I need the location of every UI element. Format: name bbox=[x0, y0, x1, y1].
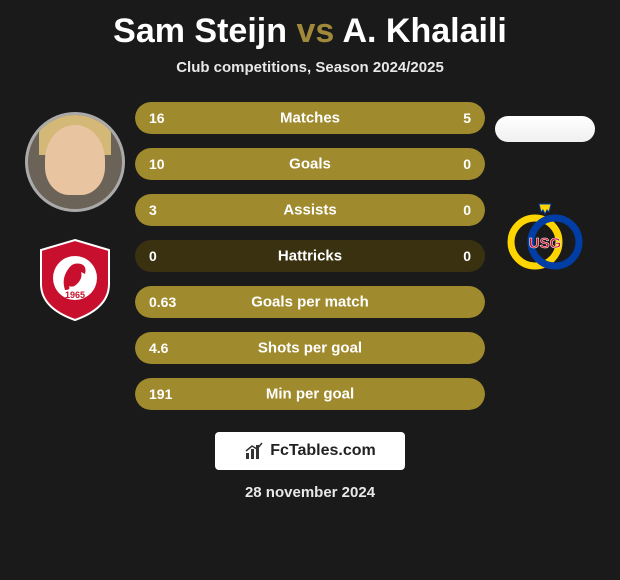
stat-value-right: 0 bbox=[463, 248, 471, 264]
stat-value-right: 0 bbox=[463, 202, 471, 218]
svg-text:1965: 1965 bbox=[65, 290, 85, 300]
stat-label: Hattricks bbox=[278, 248, 342, 265]
vs-text: vs bbox=[296, 12, 334, 50]
stat-label: Min per goal bbox=[266, 386, 354, 403]
stat-row: 4.6 Shots per goal bbox=[135, 332, 485, 364]
content-row: 1965 16 5 Matches 10 0 Goals 3 0 Assists 0 0 Hattri… bbox=[0, 102, 620, 410]
stats-column: 16 5 Matches 10 0 Goals 3 0 Assists 0 0 Hattricks 0.… bbox=[135, 102, 485, 410]
date-text: 28 november 2024 bbox=[0, 484, 620, 501]
player1-avatar bbox=[25, 112, 125, 212]
usg-badge-icon: USG bbox=[503, 198, 587, 282]
stat-value-left: 4.6 bbox=[149, 340, 168, 356]
stat-row: 3 0 Assists bbox=[135, 194, 485, 226]
stat-label: Goals bbox=[289, 156, 331, 173]
stat-fill-right bbox=[401, 102, 485, 134]
stat-value-left: 191 bbox=[149, 386, 172, 402]
comparison-card: Sam Steijn vs A. Khalaili Club competiti… bbox=[0, 0, 620, 580]
chart-icon bbox=[244, 441, 264, 461]
stat-row: 0 0 Hattricks bbox=[135, 240, 485, 272]
title: Sam Steijn vs A. Khalaili bbox=[0, 12, 620, 51]
stat-label: Shots per goal bbox=[258, 340, 362, 357]
stat-label: Matches bbox=[280, 110, 340, 127]
stat-value-left: 0.63 bbox=[149, 294, 176, 310]
brand-text: FcTables.com bbox=[270, 442, 376, 460]
stat-value-left: 3 bbox=[149, 202, 157, 218]
player2-avatar bbox=[495, 116, 595, 142]
subtitle: Club competitions, Season 2024/2025 bbox=[0, 59, 620, 76]
stat-row: 16 5 Matches bbox=[135, 102, 485, 134]
left-column: 1965 bbox=[15, 102, 135, 322]
avatar-face bbox=[45, 125, 105, 195]
stat-value-left: 16 bbox=[149, 110, 165, 126]
stat-value-right: 0 bbox=[463, 156, 471, 172]
right-column: USG bbox=[485, 102, 605, 282]
svg-text:USG: USG bbox=[529, 235, 562, 252]
stat-row: 0.63 Goals per match bbox=[135, 286, 485, 318]
player2-name: A. Khalaili bbox=[342, 12, 506, 50]
brand-box[interactable]: FcTables.com bbox=[215, 432, 405, 470]
twente-badge-icon: 1965 bbox=[33, 238, 117, 322]
stat-value-left: 10 bbox=[149, 156, 165, 172]
stat-row: 10 0 Goals bbox=[135, 148, 485, 180]
stat-row: 191 Min per goal bbox=[135, 378, 485, 410]
player2-club-badge: USG bbox=[503, 198, 587, 282]
stat-value-left: 0 bbox=[149, 248, 157, 264]
stat-value-right: 5 bbox=[463, 110, 471, 126]
player1-name: Sam Steijn bbox=[113, 12, 287, 50]
player1-club-badge: 1965 bbox=[33, 238, 117, 322]
stat-label: Assists bbox=[283, 202, 336, 219]
stat-label: Goals per match bbox=[251, 294, 369, 311]
stat-fill-left bbox=[135, 102, 401, 134]
